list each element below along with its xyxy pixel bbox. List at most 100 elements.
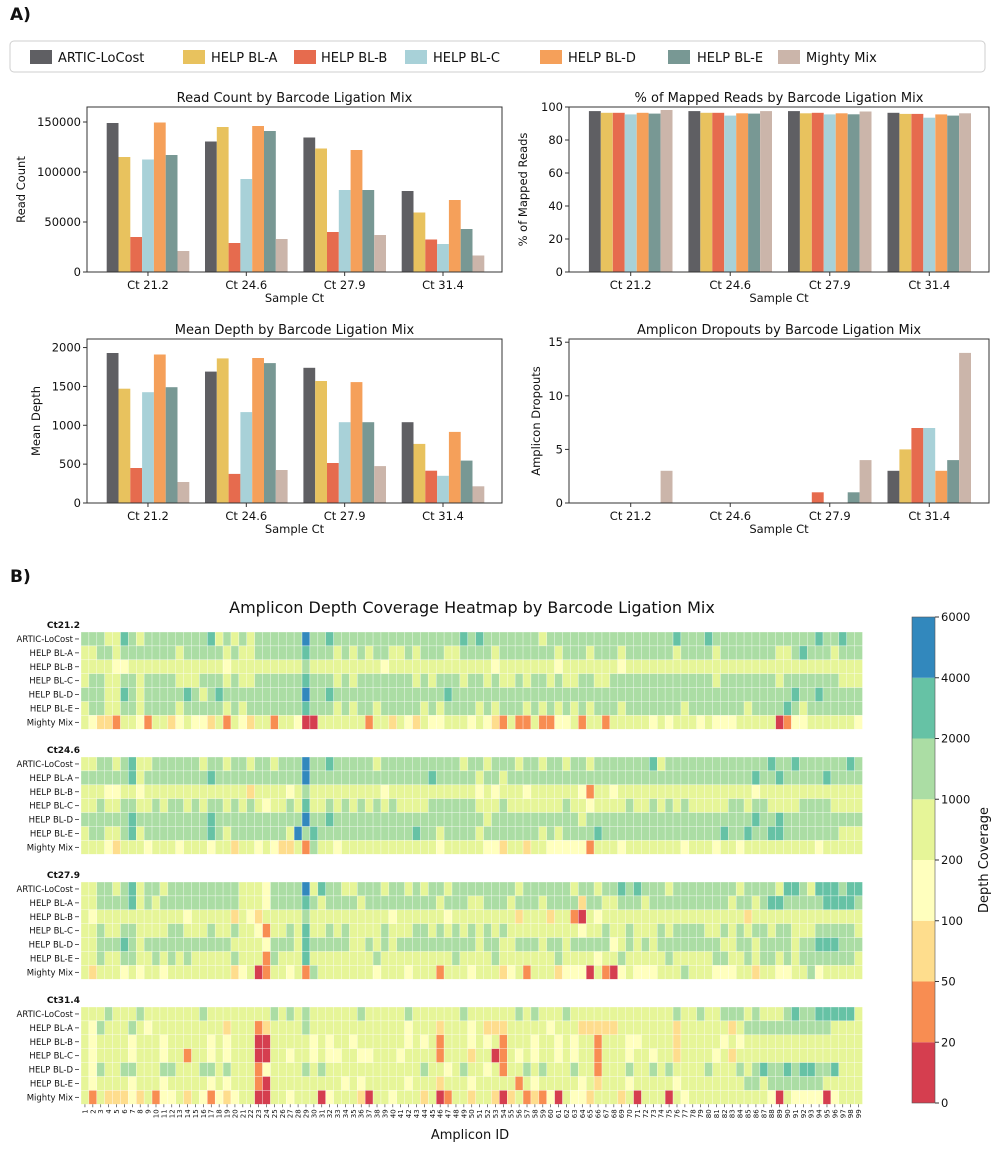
heatmap-cell <box>601 715 611 730</box>
heatmap-cell <box>293 895 303 911</box>
heatmap-cell <box>585 840 595 855</box>
amplicon-tick-label: 7 <box>129 1109 137 1113</box>
heatmap-cell <box>633 756 642 772</box>
heatmap-cell <box>293 701 303 716</box>
heatmap-cell <box>167 701 176 716</box>
heatmap-cell <box>333 645 342 661</box>
heatmap-cell <box>388 645 397 661</box>
bar <box>588 111 601 272</box>
heatmap-cell <box>207 1062 216 1077</box>
heatmap-cell <box>80 687 90 702</box>
heatmap-cell <box>775 937 784 952</box>
heatmap-cell <box>246 951 255 966</box>
heatmap-cell <box>341 756 350 772</box>
heatmap-cell <box>388 687 397 702</box>
heatmap-cell <box>775 687 784 702</box>
heatmap-cell <box>451 840 461 855</box>
heatmap-cell <box>814 631 824 647</box>
heatmap-cell <box>270 770 279 786</box>
heatmap-cell <box>262 645 271 661</box>
heatmap-cell <box>412 784 421 799</box>
heatmap-cell <box>238 770 248 786</box>
amplicon-tick-label: 73 <box>650 1109 658 1118</box>
heatmap-cell <box>435 715 445 730</box>
heatmap-cell <box>538 826 547 841</box>
legend-swatch <box>405 50 427 64</box>
heatmap-cell <box>112 965 121 980</box>
heatmap-cell <box>151 756 161 772</box>
heatmap-cell <box>380 881 390 897</box>
heatmap-cell <box>562 1090 571 1105</box>
heatmap-cell <box>262 1090 271 1105</box>
heatmap-cell <box>491 715 500 730</box>
y-tick-label: 150000 <box>37 115 81 129</box>
heatmap-cell <box>222 909 232 924</box>
heatmap-cell <box>751 645 761 661</box>
heatmap-cell <box>499 673 508 688</box>
heatmap-cell <box>609 840 619 855</box>
amplicon-tick-label: 20 <box>231 1109 239 1118</box>
heatmap-cell <box>538 1062 547 1077</box>
heatmap-cell <box>112 673 121 688</box>
heatmap-cell <box>191 1034 200 1049</box>
heatmap-cell <box>814 826 824 841</box>
heatmap-cell <box>570 965 579 980</box>
panel-label-b: B) <box>10 567 31 587</box>
heatmap-cell <box>514 1020 524 1036</box>
heatmap-cell <box>88 895 98 911</box>
heatmap-cell <box>680 965 690 980</box>
heatmap-cell <box>80 715 90 730</box>
heatmap-cell <box>775 798 784 813</box>
heatmap-cell <box>791 909 800 924</box>
heatmap-cell <box>854 1020 863 1036</box>
heatmap-cell <box>491 965 500 980</box>
heatmap-cell <box>254 1006 263 1022</box>
heatmap-cell <box>806 1062 816 1077</box>
heatmap-cell <box>633 951 642 966</box>
bar <box>688 111 701 272</box>
heatmap-cell <box>443 1076 453 1091</box>
heatmap-cell <box>530 770 540 786</box>
heatmap-cell <box>530 784 540 799</box>
heatmap-cell <box>207 798 216 813</box>
heatmap-cell <box>262 909 271 924</box>
heatmap-cell <box>854 826 863 841</box>
bar <box>448 200 461 272</box>
heatmap-cell <box>207 659 216 674</box>
heatmap-cell <box>601 909 611 924</box>
amplicon-tick-label: 57 <box>524 1109 532 1118</box>
heatmap-cell <box>175 951 184 966</box>
y-tick-label: 10 <box>548 389 563 403</box>
heatmap-cell <box>96 951 105 966</box>
bar <box>624 114 637 273</box>
heatmap-cell <box>530 798 540 813</box>
heatmap-cell <box>467 1006 476 1022</box>
heatmap-cell <box>585 923 595 938</box>
heatmap-cell <box>104 770 113 786</box>
heatmap-cell <box>388 812 397 827</box>
heatmap-cell <box>641 1020 650 1036</box>
heatmap-cell <box>151 798 161 813</box>
heatmap-cell <box>325 1062 334 1077</box>
heatmap-cell <box>404 715 413 730</box>
heatmap-cell <box>704 784 713 799</box>
bar <box>760 111 772 272</box>
heatmap-cell <box>364 784 374 799</box>
heatmap-cell <box>341 951 350 966</box>
heatmap-cell <box>783 840 792 855</box>
heatmap-cell <box>270 687 279 702</box>
heatmap-cell <box>88 756 98 772</box>
heatmap-cell <box>143 937 153 952</box>
heatmap-cell <box>175 881 184 897</box>
heatmap-cell <box>467 840 476 855</box>
heatmap-row-label: HELP BL-D <box>29 691 74 701</box>
heatmap-cell <box>475 923 484 938</box>
heatmap-cell <box>412 826 421 841</box>
heatmap-cell <box>475 937 484 952</box>
heatmap-cell <box>799 909 808 924</box>
heatmap-cell <box>791 1006 800 1022</box>
heatmap-cell <box>554 923 563 938</box>
heatmap-cell <box>649 687 658 702</box>
heatmap-cell <box>136 784 145 799</box>
heatmap-cell <box>246 1020 255 1036</box>
